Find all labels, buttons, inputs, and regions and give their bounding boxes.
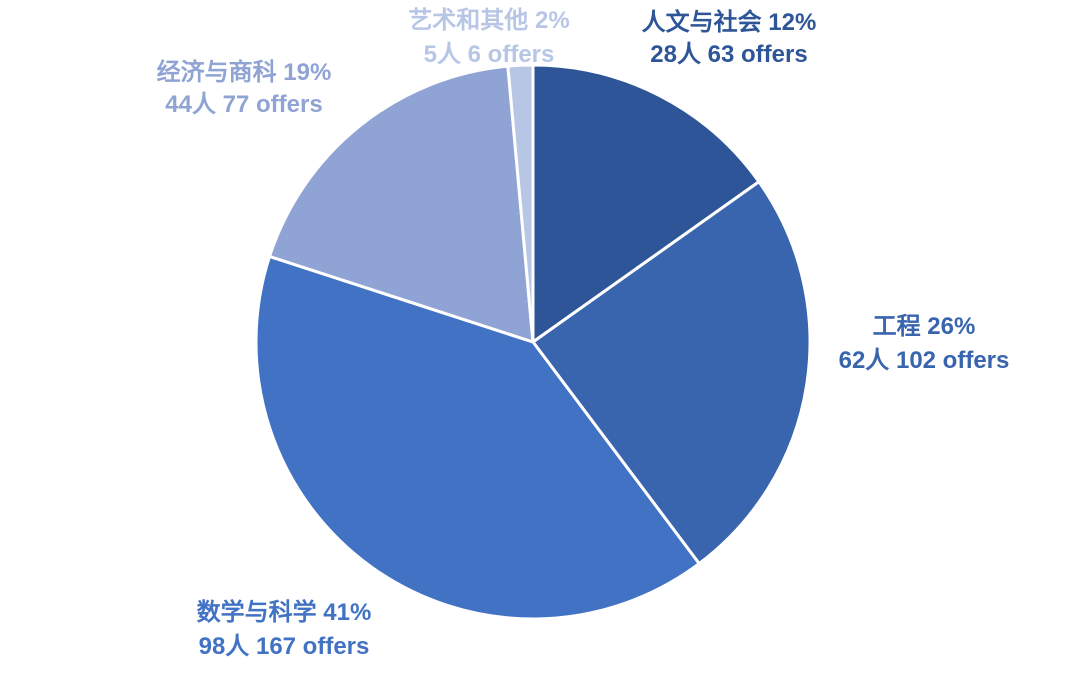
pie-slice [506, 63, 535, 344]
slice-label-detail: 44人 77 offers [165, 91, 322, 118]
pie-slice [531, 180, 812, 566]
pie-slice [268, 64, 535, 344]
slice-labels: 人文与社会 12% 28人 63 offers 工程 26% 62人 102 offe… [157, 7, 1010, 660]
slice-label-title: 数学与科学 41% [197, 598, 372, 626]
pie-slices [254, 63, 812, 621]
pie-slice [531, 63, 761, 344]
pie-slice [254, 254, 701, 621]
slice-label-detail: 98人 167 offers [199, 633, 370, 660]
slice-label: 人文与社会 12% 28人 63 offers [642, 8, 817, 68]
slice-label-title: 艺术和其他 2% [408, 7, 569, 34]
slice-label-title: 经济与商科 19% [157, 58, 332, 86]
slice-label-detail: 62人 102 offers [839, 347, 1010, 374]
slice-label-detail: 5人 6 offers [424, 41, 555, 68]
slice-label: 艺术和其他 2% 5人 6 offers [408, 7, 569, 68]
slice-label: 经济与商科 19% 44人 77 offers [157, 58, 332, 118]
slice-label: 工程 26% 62人 102 offers [839, 313, 1010, 374]
slice-label-title: 人文与社会 12% [642, 8, 817, 36]
slice-label-title: 工程 26% [873, 313, 976, 340]
slice-label-detail: 28人 63 offers [650, 41, 807, 68]
slice-label: 数学与科学 41% 98人 167 offers [197, 598, 372, 660]
